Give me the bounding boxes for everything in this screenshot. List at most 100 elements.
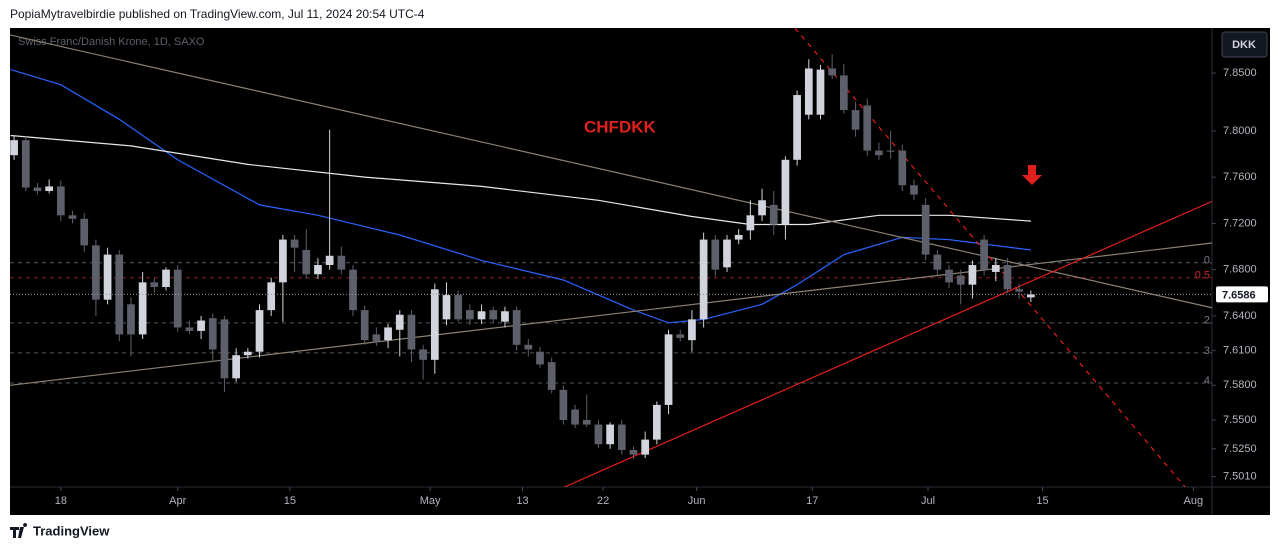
level-label: 4: [1204, 375, 1210, 387]
candle-body: [279, 239, 287, 283]
candle-body: [232, 355, 240, 379]
candle-body: [466, 310, 474, 320]
candle-body: [1015, 289, 1024, 292]
candle-body: [68, 215, 77, 219]
candle-body: [629, 450, 638, 455]
candle-body: [407, 314, 416, 350]
overlay-line: [10, 34, 1212, 309]
candle-body: [524, 344, 533, 350]
x-tick-label: Jul: [921, 495, 935, 507]
candle-body: [255, 310, 264, 352]
candle-body: [816, 69, 825, 115]
x-tick-label: May: [420, 495, 441, 507]
candle-body: [793, 95, 801, 160]
candle-body: [162, 269, 170, 287]
footer: TradingView: [33, 523, 110, 538]
x-tick-label: 15: [284, 495, 296, 507]
x-tick-label: 17: [806, 495, 818, 507]
candle-body: [10, 140, 18, 156]
candle-body: [851, 110, 860, 130]
last-price-box: [1216, 286, 1268, 303]
candle-body: [606, 424, 614, 445]
candle-body: [349, 269, 357, 311]
candle-body: [21, 140, 30, 188]
candle-body: [699, 239, 708, 320]
x-tick-label: 13: [516, 495, 528, 507]
candle-body: [430, 289, 439, 360]
candle-body: [910, 185, 918, 195]
candle-body: [92, 245, 100, 300]
candle-body: [828, 68, 837, 76]
candle-body: [314, 265, 322, 275]
candle-body: [536, 351, 544, 365]
candle-body: [723, 239, 731, 268]
candle-body: [56, 186, 65, 216]
candle-body: [956, 275, 965, 285]
candle-body: [419, 349, 427, 360]
candle-body: [921, 204, 930, 255]
candle-body: [734, 234, 743, 240]
candle-body: [898, 150, 907, 186]
y-tick-label: 7.8000: [1223, 125, 1257, 137]
y-tick-label: 7.8500: [1223, 67, 1257, 79]
candle-body: [372, 334, 381, 342]
candle-body: [489, 310, 498, 320]
candle-body: [746, 215, 755, 231]
candle-body: [933, 254, 942, 270]
x-tick-label: Apr: [169, 495, 186, 507]
candle-body: [617, 424, 626, 451]
y-tick-label: 7.7600: [1223, 171, 1257, 183]
annotation: CHFDKK: [584, 117, 656, 136]
plot: 0 0.5 2 3 4: [10, 28, 1212, 487]
candle-body: [676, 334, 685, 338]
y-tick-label: 7.5500: [1223, 414, 1257, 426]
candle-body: [571, 409, 579, 425]
candle-body: [208, 318, 217, 350]
x-tick-label: Aug: [1184, 495, 1204, 507]
candle-body: [115, 254, 124, 335]
candle-body: [664, 334, 673, 405]
candle-body: [267, 282, 276, 311]
x-tick-label: Jun: [688, 495, 706, 507]
candle-body: [477, 311, 486, 320]
candle-body: [127, 304, 135, 335]
overlay-line: [10, 134, 1031, 226]
candle-body: [442, 295, 451, 320]
candle-body: [173, 269, 182, 328]
logo: [10, 523, 28, 538]
candle-body: [641, 439, 650, 455]
level-label: 0: [1204, 255, 1210, 267]
y-tick-label: 7.6400: [1223, 310, 1257, 322]
last-price-label: 7.6586: [1222, 289, 1256, 301]
candle-body: [501, 311, 509, 322]
x-tick-label: 22: [597, 495, 609, 507]
y-tick-label: 7.5250: [1223, 443, 1257, 455]
candle-body: [360, 310, 369, 341]
candle-body: [337, 255, 346, 270]
overlay-line: [794, 28, 1186, 487]
candle-body: [150, 282, 159, 287]
candle-body: [769, 204, 778, 225]
candle-body: [945, 269, 953, 283]
candle-body: [243, 351, 252, 356]
candle-body: [45, 186, 54, 192]
candle-body: [711, 239, 720, 270]
candle-body: [863, 105, 872, 151]
candle-body: [103, 254, 112, 300]
candle-body: [454, 295, 463, 320]
candle-body: [688, 319, 696, 341]
candle-body: [886, 150, 895, 152]
candle-body: [559, 389, 568, 420]
candle-body: [80, 218, 89, 246]
y-tick-label: 7.7200: [1223, 217, 1257, 229]
candle-body: [758, 200, 766, 216]
candle-body: [302, 249, 311, 275]
candle-body: [33, 187, 42, 192]
candle-body: [185, 327, 194, 331]
candle-body: [991, 265, 1000, 272]
currency-button[interactable]: [1221, 31, 1268, 58]
currency-label: DKK: [1232, 39, 1256, 51]
y-tick-label: 7.6800: [1223, 264, 1257, 276]
